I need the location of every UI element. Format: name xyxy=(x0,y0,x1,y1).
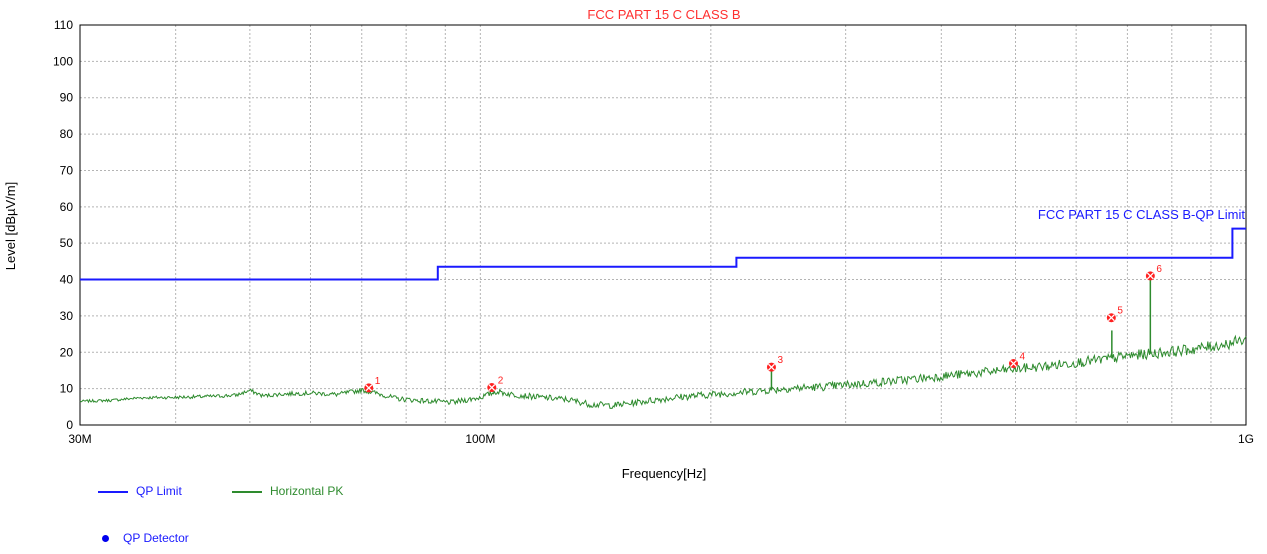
qp-marker-label: 3 xyxy=(777,355,783,366)
legend-swatch-horizontal-pk xyxy=(232,490,262,493)
axes-layer xyxy=(79,24,1247,426)
y-tick-label: 60 xyxy=(60,200,74,214)
y-tick-label: 20 xyxy=(60,345,74,359)
y-tick-label: 10 xyxy=(60,382,74,396)
legend-item-qp-detector: QP Detector xyxy=(98,531,189,545)
y-tick-label: 30 xyxy=(60,309,74,323)
qp-marker-cross xyxy=(1107,314,1115,322)
qp-marker-label: 1 xyxy=(375,376,381,387)
qp-marker-cross xyxy=(1146,272,1154,280)
qp-marker-cross xyxy=(1010,360,1017,368)
y-tick-labels: 0 10 20 30 40 50 60 70 80 90 100 110 xyxy=(53,18,73,432)
y-tick-label: 100 xyxy=(53,54,73,68)
legend-label-qp-detector: QP Detector xyxy=(123,531,189,545)
x-tick-label: 30M xyxy=(68,432,91,446)
x-axis-label: Frequency[Hz] xyxy=(622,466,707,481)
y-tick-label: 50 xyxy=(60,236,74,250)
qp-marker-label: 4 xyxy=(1020,352,1026,363)
chart-title: FCC PART 15 C CLASS B xyxy=(587,7,740,22)
qp-marker-label: 2 xyxy=(498,376,504,387)
y-tick-label: 0 xyxy=(66,418,73,432)
y-tick-label: 70 xyxy=(60,163,74,177)
limit-line-label: FCC PART 15 C CLASS B-QP Limit xyxy=(1038,207,1245,222)
y-axis-label: Level [dBµV/m] xyxy=(3,182,18,270)
series-qp-limit xyxy=(80,227,1246,281)
legend-swatch-qp-detector xyxy=(102,535,109,543)
legend-item-qp-limit: QP Limit xyxy=(98,484,182,498)
y-tick-label: 80 xyxy=(60,127,74,141)
x-tick-labels: 30M 100M 1G xyxy=(68,432,1254,446)
qp-marker-label: 6 xyxy=(1156,264,1162,275)
series-horizontal-pk xyxy=(79,334,1247,409)
y-tick-label: 110 xyxy=(54,18,73,32)
qp-marker-cross xyxy=(767,363,775,371)
legend-label-horizontal-pk: Horizontal PK xyxy=(270,484,344,498)
x-tick-label: 100M xyxy=(465,432,495,446)
marker-layer: 1 2 3 4 5 6 xyxy=(364,264,1162,393)
qp-marker-label: 5 xyxy=(1117,306,1123,317)
y-tick-label: 40 xyxy=(60,273,74,287)
grid-layer xyxy=(80,24,1246,425)
qp-marker-cross xyxy=(488,384,496,392)
series-layer xyxy=(79,227,1247,409)
qp-marker-cross xyxy=(365,384,373,392)
legend-item-horizontal-pk: Horizontal PK xyxy=(232,484,343,498)
x-tick-label: 1G xyxy=(1238,432,1254,446)
legend-swatch-qp-limit xyxy=(98,490,128,493)
y-tick-label: 90 xyxy=(60,91,74,105)
plot-frame xyxy=(79,24,1247,426)
legend-label-qp-limit: QP Limit xyxy=(136,484,182,498)
